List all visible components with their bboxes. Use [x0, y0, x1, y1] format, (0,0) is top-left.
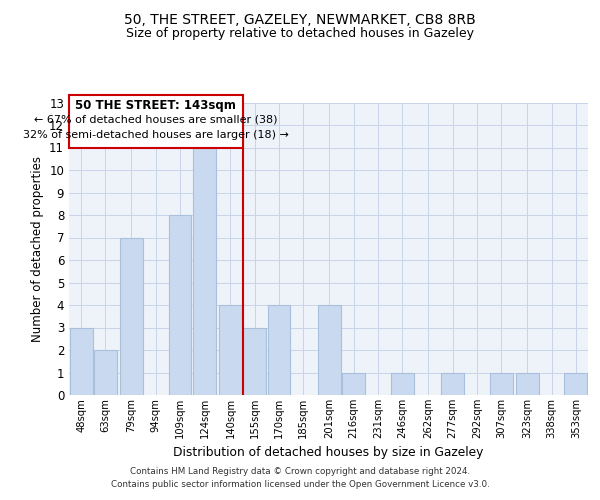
Y-axis label: Number of detached properties: Number of detached properties — [31, 156, 44, 342]
Bar — [516, 372, 539, 395]
Bar — [441, 372, 464, 395]
Bar — [565, 372, 587, 395]
Bar — [219, 305, 242, 395]
Bar — [490, 372, 512, 395]
Text: 50, THE STREET, GAZELEY, NEWMARKET, CB8 8RB: 50, THE STREET, GAZELEY, NEWMARKET, CB8 … — [124, 12, 476, 26]
Text: ← 67% of detached houses are smaller (38): ← 67% of detached houses are smaller (38… — [34, 114, 278, 124]
Bar — [342, 372, 365, 395]
Bar — [69, 94, 242, 148]
Bar — [391, 372, 413, 395]
Bar — [94, 350, 117, 395]
Bar — [120, 238, 143, 395]
Bar — [318, 305, 341, 395]
Bar — [268, 305, 290, 395]
Bar — [244, 328, 266, 395]
Text: 32% of semi-detached houses are larger (18) →: 32% of semi-detached houses are larger (… — [23, 130, 289, 140]
Text: Size of property relative to detached houses in Gazeley: Size of property relative to detached ho… — [126, 28, 474, 40]
Bar — [169, 215, 191, 395]
Text: 50 THE STREET: 143sqm: 50 THE STREET: 143sqm — [76, 100, 236, 112]
Bar — [70, 328, 92, 395]
Text: Contains HM Land Registry data © Crown copyright and database right 2024.
Contai: Contains HM Land Registry data © Crown c… — [110, 468, 490, 489]
X-axis label: Distribution of detached houses by size in Gazeley: Distribution of detached houses by size … — [173, 446, 484, 460]
Bar — [193, 148, 216, 395]
